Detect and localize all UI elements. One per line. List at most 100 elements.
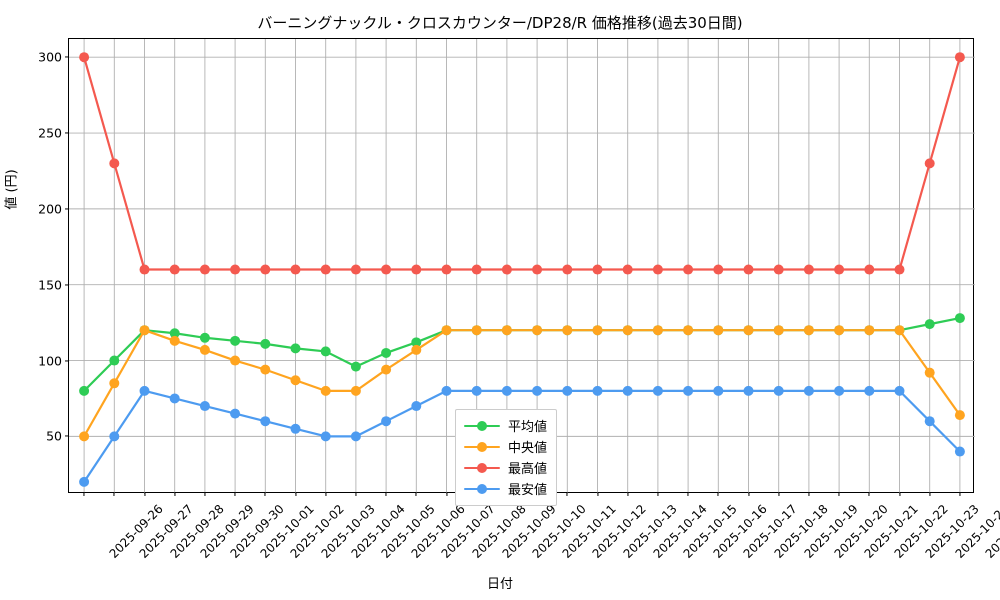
series-marker <box>713 385 724 396</box>
series-marker <box>743 385 754 396</box>
x-tick-mark <box>657 492 659 496</box>
series-marker <box>79 476 90 487</box>
series-marker <box>864 264 875 275</box>
y-tick-label: 200 <box>38 201 62 217</box>
series-marker <box>924 367 935 378</box>
legend-item-0[interactable]: 平均値 <box>464 415 547 436</box>
series-marker <box>441 385 452 396</box>
y-tick-label: 150 <box>38 277 62 293</box>
legend-item-1[interactable]: 中央値 <box>464 436 547 457</box>
series-marker <box>109 378 120 389</box>
chart-title: バーニングナックル・クロスカウンター/DP28/R 価格推移(過去30日間) <box>257 14 743 32</box>
series-marker <box>713 325 724 336</box>
series-marker <box>381 347 392 358</box>
series-marker <box>864 325 875 336</box>
series-marker <box>199 264 210 275</box>
series-marker <box>411 344 422 355</box>
series-marker <box>290 264 301 275</box>
series-marker <box>290 423 301 434</box>
series-marker <box>713 264 724 275</box>
series-marker <box>320 431 331 442</box>
series-marker <box>683 385 694 396</box>
series-marker <box>683 264 694 275</box>
series-marker <box>109 431 120 442</box>
x-tick-mark <box>778 492 780 496</box>
series-marker <box>592 385 603 396</box>
series-marker <box>169 328 180 339</box>
series-marker <box>230 264 241 275</box>
x-tick-mark <box>929 492 931 496</box>
series-line <box>83 389 961 483</box>
series-marker <box>924 319 935 330</box>
series-marker <box>199 332 210 343</box>
series-marker <box>501 325 512 336</box>
series-marker <box>350 385 361 396</box>
series-marker <box>109 355 120 366</box>
series-marker <box>139 325 150 336</box>
legend-label: 最高値 <box>508 462 548 477</box>
x-tick-mark <box>83 492 85 496</box>
chart-legend[interactable]: 平均値中央値最高値 最安値 <box>455 409 558 506</box>
series-marker <box>622 264 633 275</box>
series-marker <box>350 264 361 275</box>
legend-swatch-icon <box>464 461 500 475</box>
y-tick-mark <box>65 284 69 286</box>
series-marker <box>501 385 512 396</box>
x-tick-mark <box>596 492 599 496</box>
data-series-layer <box>79 52 965 487</box>
series-marker <box>381 264 392 275</box>
x-tick-mark <box>204 492 206 496</box>
series-marker <box>622 385 633 396</box>
x-tick-mark <box>113 492 115 496</box>
x-tick-mark <box>566 492 568 496</box>
x-tick-mark <box>294 492 297 496</box>
series-marker <box>320 346 331 357</box>
x-tick-mark <box>143 492 146 496</box>
x-tick-mark <box>627 492 629 496</box>
series-marker <box>562 385 573 396</box>
series-marker <box>350 361 361 372</box>
x-tick-mark <box>898 492 901 496</box>
series-line <box>83 56 961 271</box>
series-marker <box>169 264 180 275</box>
series-marker <box>290 375 301 386</box>
series-marker <box>260 264 271 275</box>
series-marker <box>562 325 573 336</box>
legend-item-3[interactable]: 最安値 <box>464 478 547 499</box>
series-marker <box>743 325 754 336</box>
series-marker <box>381 416 392 427</box>
y-tick-mark <box>65 208 69 210</box>
series-marker <box>230 355 241 366</box>
series-marker <box>954 52 965 63</box>
x-tick-mark <box>687 492 689 496</box>
x-tick-mark <box>325 492 327 496</box>
series-marker <box>260 416 271 427</box>
series-marker <box>652 325 663 336</box>
legend-item-2[interactable]: 最高値 <box>464 457 547 478</box>
x-tick-mark <box>747 492 750 496</box>
series-marker <box>350 431 361 442</box>
x-tick-mark <box>717 492 719 496</box>
series-marker <box>411 337 422 348</box>
series-marker <box>109 158 120 169</box>
series-marker <box>532 385 543 396</box>
y-tick-label: 300 <box>38 49 62 65</box>
legend-label: 中央値 <box>508 441 548 456</box>
series-marker <box>622 325 633 336</box>
series-marker <box>683 325 694 336</box>
series-marker <box>894 264 905 275</box>
series-marker <box>894 385 905 396</box>
x-tick-mark <box>838 492 840 496</box>
series-marker <box>924 158 935 169</box>
x-tick-mark <box>808 492 810 496</box>
series-marker <box>199 344 210 355</box>
series-marker <box>532 264 543 275</box>
series-marker <box>79 385 90 396</box>
series-marker <box>954 410 965 421</box>
series-marker <box>441 325 452 336</box>
series-marker <box>79 52 90 63</box>
series-marker <box>562 264 573 275</box>
series-marker <box>773 385 784 396</box>
series-marker <box>803 264 814 275</box>
